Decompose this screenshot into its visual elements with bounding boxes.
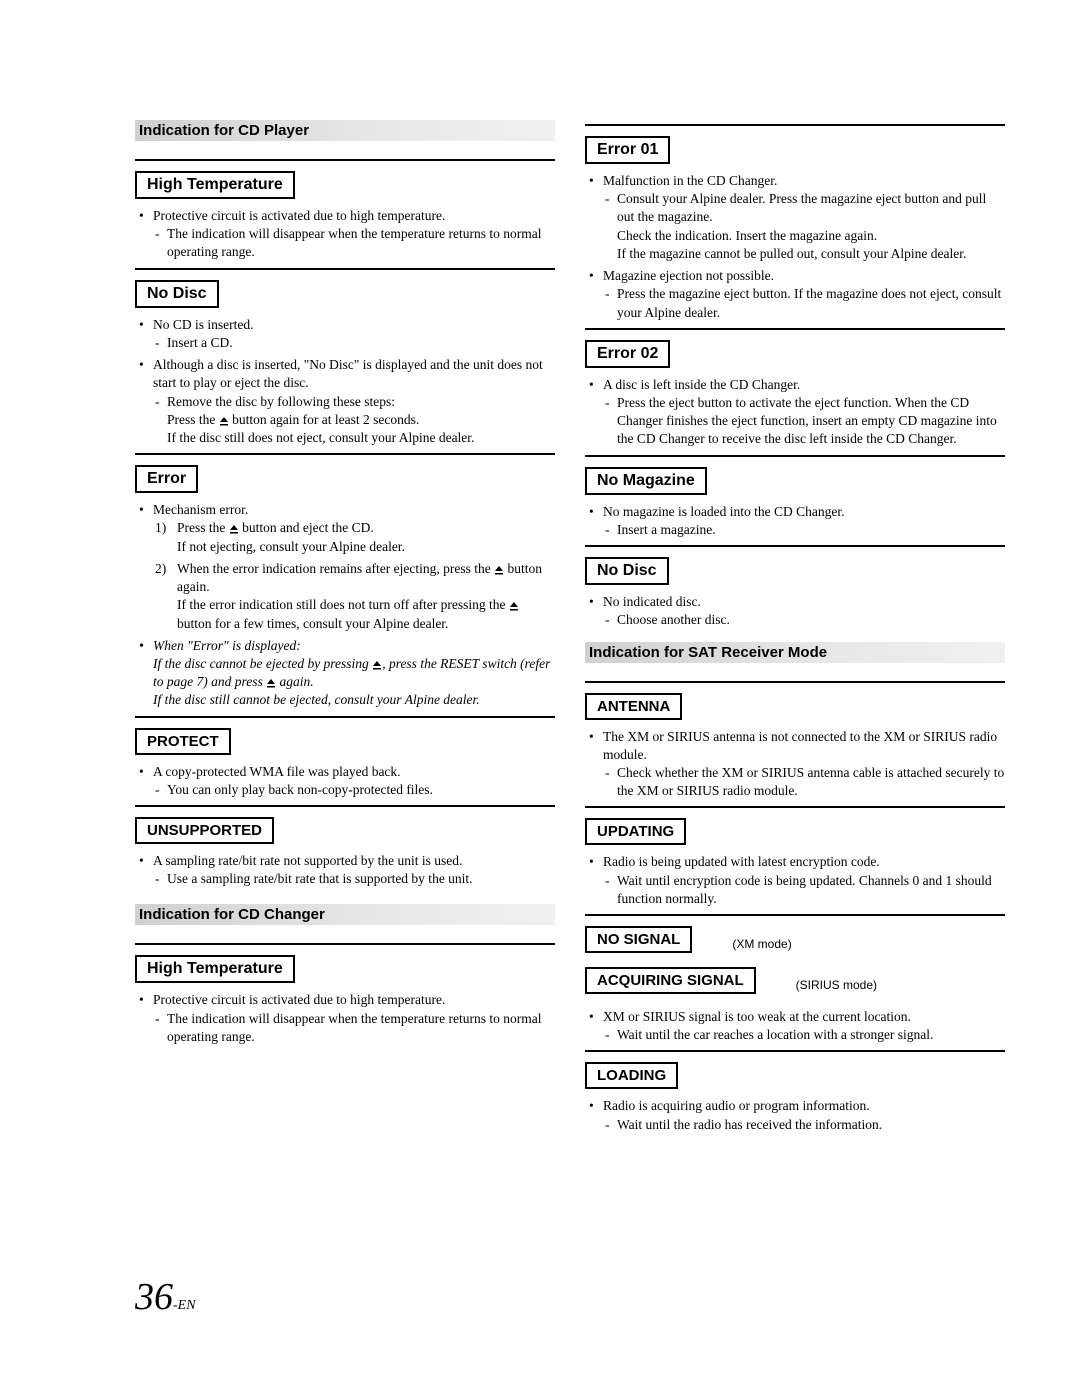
- text: Radio is acquiring audio or program info…: [585, 1097, 1005, 1133]
- eject-icon: [266, 678, 276, 688]
- text: Protective circuit is activated due to h…: [135, 991, 555, 1046]
- section-heading-cd-player: Indication for CD Player: [135, 120, 555, 141]
- left-column: Indication for CD Player High Temperatur…: [135, 120, 555, 1140]
- section-heading-cd-changer: Indication for CD Changer: [135, 904, 555, 925]
- text-italic: When "Error" is displayed: If the disc c…: [135, 637, 555, 710]
- text: Malfunction in the CD Changer. Consult y…: [585, 172, 1005, 263]
- box-high-temperature-2: High Temperature: [135, 955, 295, 983]
- box-error: Error: [135, 465, 198, 493]
- eject-icon: [219, 416, 229, 426]
- eject-icon: [372, 660, 382, 670]
- text: Protective circuit is activated due to h…: [135, 207, 555, 262]
- box-acquiring-signal: ACQUIRING SIGNAL: [585, 967, 756, 994]
- text: Mechanism error. Press the button and ej…: [135, 501, 555, 633]
- box-antenna: ANTENNA: [585, 693, 682, 720]
- text: The XM or SIRIUS antenna is not connecte…: [585, 728, 1005, 801]
- text: No magazine is loaded into the CD Change…: [585, 503, 1005, 539]
- text: A disc is left inside the CD Changer. Pr…: [585, 376, 1005, 449]
- eject-icon: [494, 565, 504, 575]
- box-loading: LOADING: [585, 1062, 678, 1089]
- text: Although a disc is inserted, "No Disc" i…: [135, 356, 555, 447]
- mode-note-xm: (XM mode): [732, 937, 791, 951]
- eject-icon: [229, 524, 239, 534]
- text: No CD is inserted. Insert a CD.: [135, 316, 555, 352]
- box-unsupported: UNSUPPORTED: [135, 817, 274, 844]
- box-error-01: Error 01: [585, 136, 670, 164]
- box-no-disc-2: No Disc: [585, 557, 669, 585]
- text: A sampling rate/bit rate not supported b…: [135, 852, 555, 888]
- box-updating: UPDATING: [585, 818, 686, 845]
- text: No indicated disc. Choose another disc.: [585, 593, 1005, 629]
- box-high-temperature: High Temperature: [135, 171, 295, 199]
- text: Radio is being updated with latest encry…: [585, 853, 1005, 908]
- section-heading-sat: Indication for SAT Receiver Mode: [585, 642, 1005, 663]
- eject-icon: [509, 601, 519, 611]
- page-number: 36-EN: [135, 1275, 196, 1319]
- text: XM or SIRIUS signal is too weak at the c…: [585, 1008, 1005, 1044]
- box-protect: PROTECT: [135, 728, 231, 755]
- box-no-disc: No Disc: [135, 280, 219, 308]
- text: A copy-protected WMA file was played bac…: [135, 763, 555, 799]
- text: Magazine ejection not possible. Press th…: [585, 267, 1005, 322]
- box-no-magazine: No Magazine: [585, 467, 707, 495]
- right-column: Error 01 Malfunction in the CD Changer. …: [585, 120, 1005, 1140]
- mode-note-sirius: (SIRIUS mode): [796, 978, 877, 992]
- box-no-signal: NO SIGNAL: [585, 926, 692, 953]
- box-error-02: Error 02: [585, 340, 670, 368]
